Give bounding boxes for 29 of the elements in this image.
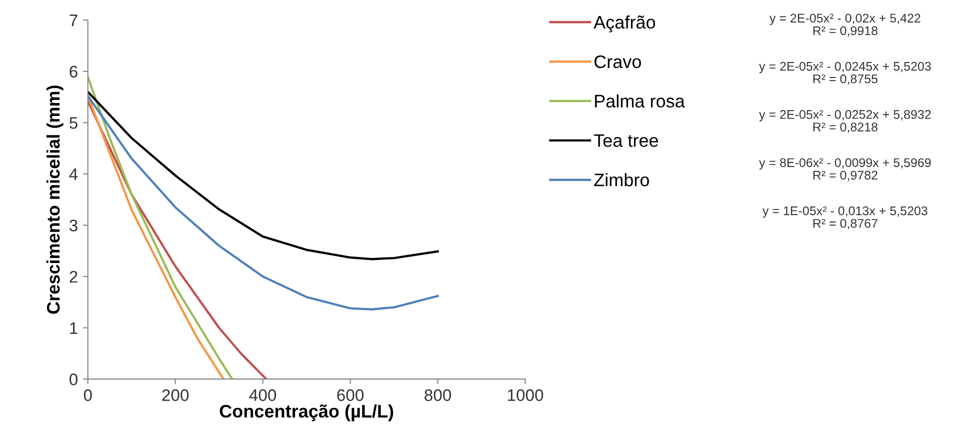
- x-tick-label: 600: [337, 389, 364, 402]
- y-axis-title: Crescimento micelial (mm): [46, 86, 64, 314]
- y-tick-label: 1: [70, 322, 78, 334]
- x-tick-label: 800: [424, 389, 452, 402]
- text: y = 2E-05x² - 0,0252x + 5,8932 R² = 0,8218: [759, 110, 931, 133]
- x-tick-label: 400: [249, 389, 276, 402]
- y-tick-label: 6: [70, 66, 78, 78]
- text: y = 2E-05x² - 0,0245x + 5,5203 R² = 0,8755: [759, 62, 931, 85]
- x-tick-label: 1000: [508, 389, 544, 402]
- legend-label: Palma rosa: [595, 94, 685, 108]
- x-tick-label: 200: [162, 389, 189, 402]
- y-tick-label: 4: [69, 168, 78, 180]
- y-tick-label: 7: [70, 14, 78, 26]
- legend-label: Açafrão: [594, 15, 656, 32]
- y-tick-label: 2: [70, 270, 78, 283]
- y-tick-label: 0: [70, 374, 78, 386]
- line-series: [88, 100, 268, 380]
- text: y = 8E-06x² - 0,0099x + 5,5969 R² = 0,9782: [759, 158, 931, 182]
- y-tick-label: 5: [70, 117, 78, 129]
- x-tick-label: 0: [84, 389, 92, 402]
- y-tick-label: 3: [70, 220, 78, 232]
- line-series: [88, 90, 439, 260]
- legend-label: Zimbro: [594, 173, 649, 186]
- legend-label: Tea tree: [594, 134, 658, 147]
- text: y = 1E-05x² - 0,013x + 5,5203 R² = 0,8767: [762, 206, 928, 230]
- line-series: [88, 94, 439, 310]
- x-axis-title: Concentração (µL/L): [220, 404, 394, 422]
- legend-label: Cravo: [594, 55, 641, 68]
- text: y = 2E-05x² - 0,02x + 5,422 R² = 0,9918: [769, 14, 920, 37]
